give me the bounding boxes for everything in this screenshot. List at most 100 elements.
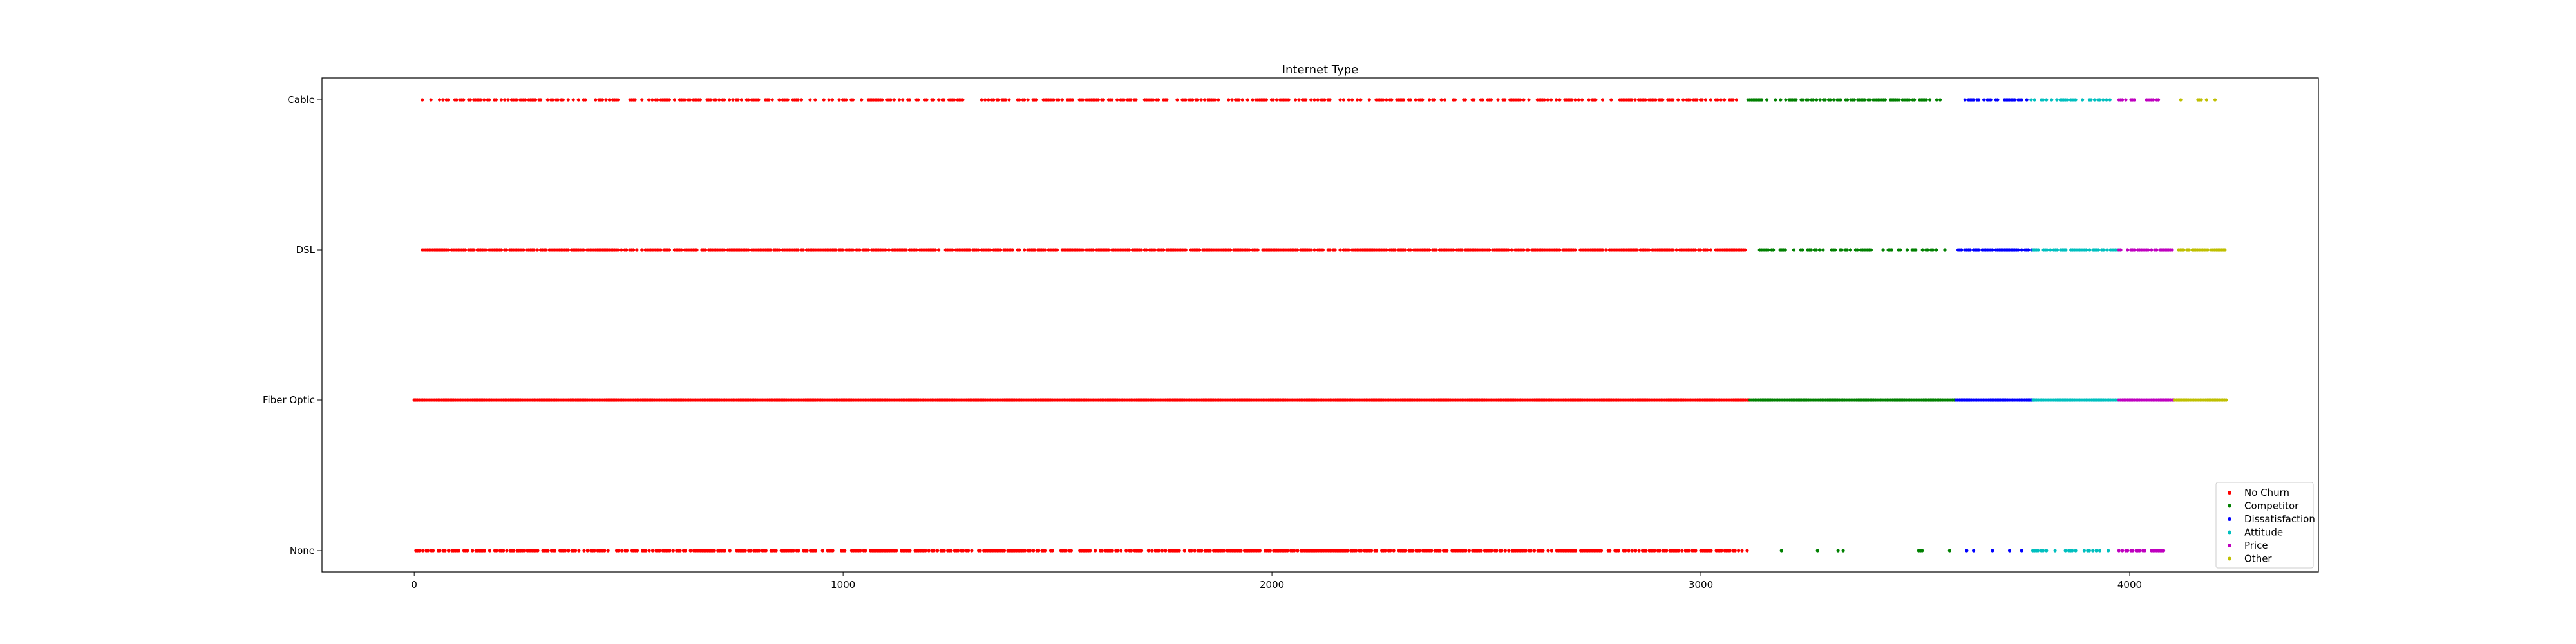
data-point <box>564 549 567 553</box>
data-point <box>748 549 752 553</box>
series-dissatisfaction <box>1954 98 2035 553</box>
data-point <box>976 248 980 252</box>
data-point <box>2137 549 2141 553</box>
data-point <box>2179 98 2183 102</box>
data-point <box>2092 98 2096 102</box>
data-point <box>1947 549 1951 553</box>
data-point <box>1558 98 1562 102</box>
data-point <box>925 98 929 102</box>
data-point <box>1630 98 1634 102</box>
data-point <box>1023 98 1027 102</box>
data-point <box>1848 248 1852 252</box>
data-point <box>2224 398 2228 402</box>
data-point <box>1661 98 1665 102</box>
data-point <box>2117 549 2121 553</box>
data-point <box>2041 549 2045 553</box>
data-point <box>2119 248 2123 252</box>
data-point <box>989 248 992 252</box>
data-point <box>2091 549 2095 553</box>
data-point <box>813 549 818 553</box>
data-point <box>2204 98 2208 102</box>
data-point <box>1018 98 1021 102</box>
data-point <box>616 248 620 252</box>
data-point <box>1304 98 1308 102</box>
data-point <box>2223 248 2227 252</box>
data-point <box>739 98 743 102</box>
data-point <box>714 98 717 102</box>
data-point <box>1977 98 1981 102</box>
data-point <box>1694 549 1698 553</box>
data-point <box>1555 98 1558 102</box>
data-point <box>524 98 527 102</box>
data-point <box>482 549 487 553</box>
x-tick-label: 1000 <box>831 579 855 591</box>
x-tick-label: 4000 <box>2117 579 2142 591</box>
data-point <box>851 248 855 252</box>
data-point <box>1316 98 1320 102</box>
data-point <box>864 549 867 553</box>
data-point <box>1600 248 1605 252</box>
data-point <box>1577 98 1580 102</box>
data-point <box>1703 98 1707 102</box>
data-point <box>1506 248 1510 252</box>
data-point <box>1734 98 1738 102</box>
data-point <box>937 248 941 252</box>
data-point <box>1815 549 1819 553</box>
data-point <box>2074 549 2078 553</box>
data-point <box>1507 549 1511 553</box>
data-point <box>2098 98 2101 102</box>
data-point <box>1627 549 1631 553</box>
legend-label: Competitor <box>2244 500 2299 512</box>
data-point <box>1546 98 1549 102</box>
data-point <box>1251 98 1255 102</box>
data-point <box>1417 549 1421 553</box>
data-point <box>1392 549 1396 553</box>
data-point <box>1529 549 1533 553</box>
data-point <box>2187 248 2191 252</box>
data-point <box>1633 98 1637 102</box>
data-point <box>1271 98 1275 102</box>
data-point <box>2098 549 2101 553</box>
data-point <box>1671 248 1675 252</box>
data-point <box>1479 549 1483 553</box>
data-point <box>2045 98 2049 102</box>
data-point <box>512 549 516 553</box>
data-point <box>1182 549 1186 553</box>
data-point <box>1527 98 1531 102</box>
data-point <box>606 549 610 553</box>
data-point <box>1003 98 1008 102</box>
data-point <box>1240 98 1244 102</box>
data-point <box>437 98 442 102</box>
data-point <box>1106 248 1110 252</box>
data-point <box>1709 549 1713 553</box>
data-point <box>1140 549 1144 553</box>
data-point <box>1779 98 1783 102</box>
data-point <box>443 549 447 553</box>
data-point <box>1599 549 1604 553</box>
data-point <box>594 98 598 102</box>
data-point <box>1160 549 1164 553</box>
data-point <box>1390 98 1394 102</box>
data-point <box>1868 98 1871 102</box>
data-point <box>438 549 442 553</box>
data-point <box>728 98 732 102</box>
data-point <box>1960 248 1964 252</box>
data-point <box>2082 549 2086 553</box>
data-point <box>1345 549 1349 553</box>
data-point <box>1574 549 1578 553</box>
data-point <box>667 248 671 252</box>
data-point <box>1338 248 1342 252</box>
data-point <box>987 98 990 102</box>
data-point <box>2126 248 2130 252</box>
data-point <box>1814 248 1818 252</box>
data-point <box>2132 248 2136 252</box>
data-point <box>472 248 476 252</box>
data-point <box>1533 549 1537 553</box>
data-point <box>1823 98 1827 102</box>
data-point <box>546 549 550 553</box>
data-point <box>1228 248 1233 252</box>
data-point <box>1495 549 1499 553</box>
data-point <box>503 98 507 102</box>
data-point <box>620 248 623 252</box>
data-point <box>1815 98 1819 102</box>
